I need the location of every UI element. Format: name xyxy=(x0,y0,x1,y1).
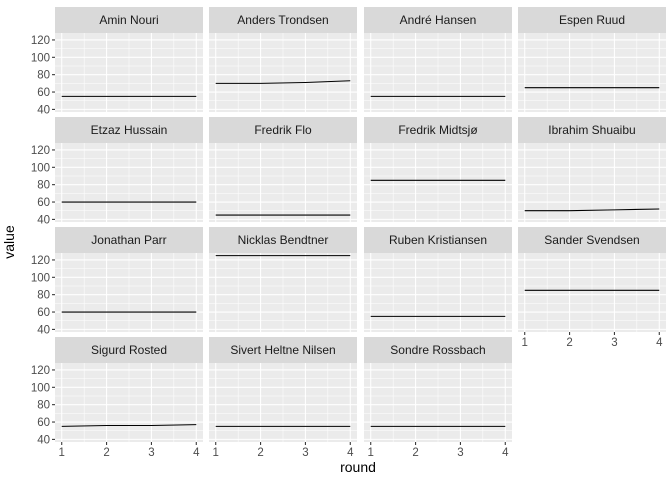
y-tick-label: 80 xyxy=(37,290,50,302)
x-tick-label: 2 xyxy=(257,447,263,459)
facet-strip xyxy=(55,227,203,253)
facet-panel: André Hansen xyxy=(364,7,512,112)
x-axis-title: round xyxy=(340,459,376,475)
x-tick-label: 3 xyxy=(457,447,463,459)
x-tick-label: 3 xyxy=(148,447,154,459)
y-tick-label: 60 xyxy=(37,197,50,209)
facet-panel: Sondre Rossbach 1 2 3 4 xyxy=(364,337,512,459)
facet-strip-label: Amin Nouri xyxy=(99,13,158,27)
facet-panel: Anders Trondsen xyxy=(209,7,357,112)
facet-panel: Jonathan Parr 40 60 80 100 120 xyxy=(31,227,203,336)
x-tick-label: 2 xyxy=(566,337,572,349)
y-tick-label: 120 xyxy=(31,255,50,267)
x-tick-label: 4 xyxy=(347,447,354,459)
y-tick-label: 100 xyxy=(31,382,50,394)
x-tick-label: 2 xyxy=(103,447,109,459)
y-tick-label: 100 xyxy=(31,272,50,284)
y-tick-label: 40 xyxy=(37,104,50,116)
facet-strip xyxy=(209,337,357,363)
y-tick-label: 60 xyxy=(37,307,50,319)
facet-strip xyxy=(518,7,666,33)
facet-strip-label: Sondre Rossbach xyxy=(390,343,485,357)
y-tick-label: 120 xyxy=(31,145,50,157)
facet-panel: Nicklas Bendtner xyxy=(209,227,357,332)
panels-layer: Amin Nouri 40 60 80 100 120 Anders Trondsen And… xyxy=(31,7,666,459)
y-tick-label: 80 xyxy=(37,70,50,82)
y-axis-title: value xyxy=(1,225,17,259)
facet-strip xyxy=(55,7,203,33)
y-tick-label: 100 xyxy=(31,162,50,174)
facet-strip xyxy=(209,227,357,253)
facet-strip xyxy=(364,7,512,33)
facet-strip-label: Sigurd Rosted xyxy=(91,343,167,357)
facet-strip xyxy=(518,117,666,143)
facet-strip xyxy=(55,117,203,143)
x-tick-label: 3 xyxy=(302,447,308,459)
facet-panel: Sivert Heltne Nilsen 1 2 3 4 xyxy=(209,337,357,459)
facet-strip-label: Sivert Heltne Nilsen xyxy=(230,343,335,357)
facet-panel: Ruben Kristiansen xyxy=(364,227,512,332)
facet-strip-label: Jonathan Parr xyxy=(91,233,166,247)
facet-strip-label: Etzaz Hussain xyxy=(91,123,168,137)
y-tick-label: 40 xyxy=(37,434,50,446)
facet-strip-label: André Hansen xyxy=(400,13,477,27)
series-line xyxy=(61,424,197,427)
series-line xyxy=(524,208,660,212)
y-tick-label: 120 xyxy=(31,35,50,47)
y-tick-label: 60 xyxy=(37,87,50,99)
x-tick-label: 1 xyxy=(368,447,374,459)
facet-strip-label: Ruben Kristiansen xyxy=(389,233,487,247)
facet-panel: Espen Ruud xyxy=(518,7,666,112)
facet-strip-label: Fredrik Flo xyxy=(254,123,312,137)
facet-panel: Amin Nouri 40 60 80 100 120 xyxy=(31,7,203,116)
facet-strip-label: Fredrik Midtsjø xyxy=(398,123,478,137)
x-tick-label: 2 xyxy=(412,447,418,459)
facet-panel: Sigurd Rosted 40 60 80 100 120 1 2 3 4 xyxy=(31,337,203,459)
y-tick-label: 40 xyxy=(37,214,50,226)
facet-strip xyxy=(209,117,357,143)
facet-strip xyxy=(364,227,512,253)
y-tick-label: 80 xyxy=(37,400,50,412)
facet-panel: Fredrik Midtsjø xyxy=(364,117,512,222)
x-tick-label: 1 xyxy=(522,337,528,349)
facet-strip xyxy=(364,117,512,143)
y-tick-label: 80 xyxy=(37,180,50,192)
x-tick-label: 3 xyxy=(611,337,617,349)
facet-panel: Ibrahim Shuaibu xyxy=(518,117,666,222)
x-tick-label: 1 xyxy=(59,447,65,459)
series-line xyxy=(215,80,351,84)
facet-panel: Etzaz Hussain 40 60 80 100 120 xyxy=(31,117,203,226)
facet-strip-label: Sander Svendsen xyxy=(544,233,639,247)
facet-strip-label: Anders Trondsen xyxy=(237,13,328,27)
facet-strip-label: Ibrahim Shuaibu xyxy=(548,123,635,137)
y-tick-label: 100 xyxy=(31,52,50,64)
facet-strip xyxy=(518,227,666,253)
x-tick-label: 4 xyxy=(656,337,663,349)
y-tick-label: 120 xyxy=(31,365,50,377)
x-tick-label: 4 xyxy=(193,447,200,459)
facet-strip xyxy=(209,7,357,33)
y-tick-label: 40 xyxy=(37,324,50,336)
facet-panel: Fredrik Flo xyxy=(209,117,357,222)
facet-strip-label: Espen Ruud xyxy=(559,13,625,27)
facet-strip xyxy=(55,337,203,363)
facet-strip-label: Nicklas Bendtner xyxy=(238,233,329,247)
x-tick-label: 4 xyxy=(502,447,509,459)
x-tick-label: 1 xyxy=(213,447,219,459)
y-tick-label: 60 xyxy=(37,417,50,429)
facet-panel: Sander Svendsen 1 2 3 4 xyxy=(518,227,666,349)
facet-strip xyxy=(364,337,512,363)
